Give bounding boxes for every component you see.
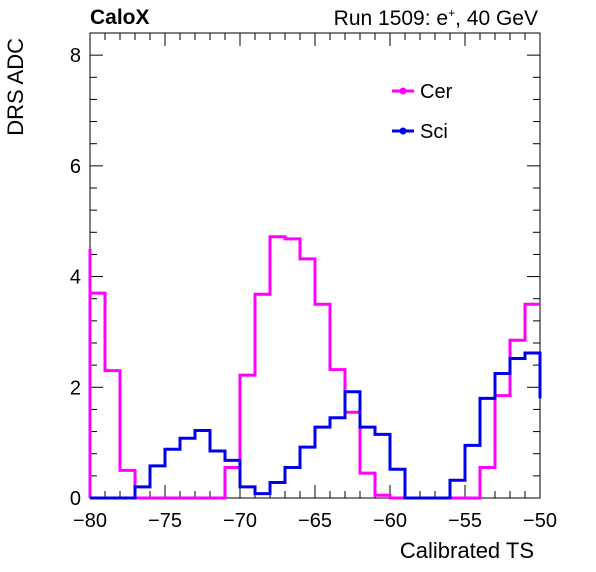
y-tick-label: 0 (70, 488, 81, 510)
axis-ticks: −80 −75 −70 −65 −60 −55 −50 0 2 4 6 8 (70, 33, 557, 532)
x-tick-label: −75 (148, 510, 182, 532)
y-axis-label: DRS ADC (3, 38, 28, 136)
x-tick-label: −70 (223, 510, 257, 532)
legend-label: Cer (420, 81, 453, 103)
series-cer (90, 237, 540, 498)
x-tick-label: −80 (73, 510, 107, 532)
x-tick-label: −60 (373, 510, 407, 532)
series-sci (90, 353, 540, 498)
x-tick-label: −65 (298, 510, 332, 532)
y-tick-label: 4 (70, 267, 81, 289)
legend-marker (400, 128, 407, 135)
legend-item-sci: Sci (392, 121, 448, 143)
legend-marker (400, 88, 407, 95)
y-tick-label: 6 (70, 156, 81, 178)
x-axis-label: Calibrated TS (400, 538, 534, 563)
legend-item-cer: Cer (392, 81, 453, 103)
legend: Cer Sci (392, 81, 453, 143)
y-tick-label: 2 (70, 377, 81, 399)
histogram-line-sci (90, 353, 540, 498)
series-group (90, 237, 540, 498)
legend-label: Sci (420, 121, 448, 143)
x-tick-label: −50 (523, 510, 557, 532)
x-tick-label: −55 (448, 510, 482, 532)
y-tick-label: 8 (70, 45, 81, 67)
histogram-line-cer (90, 237, 540, 498)
